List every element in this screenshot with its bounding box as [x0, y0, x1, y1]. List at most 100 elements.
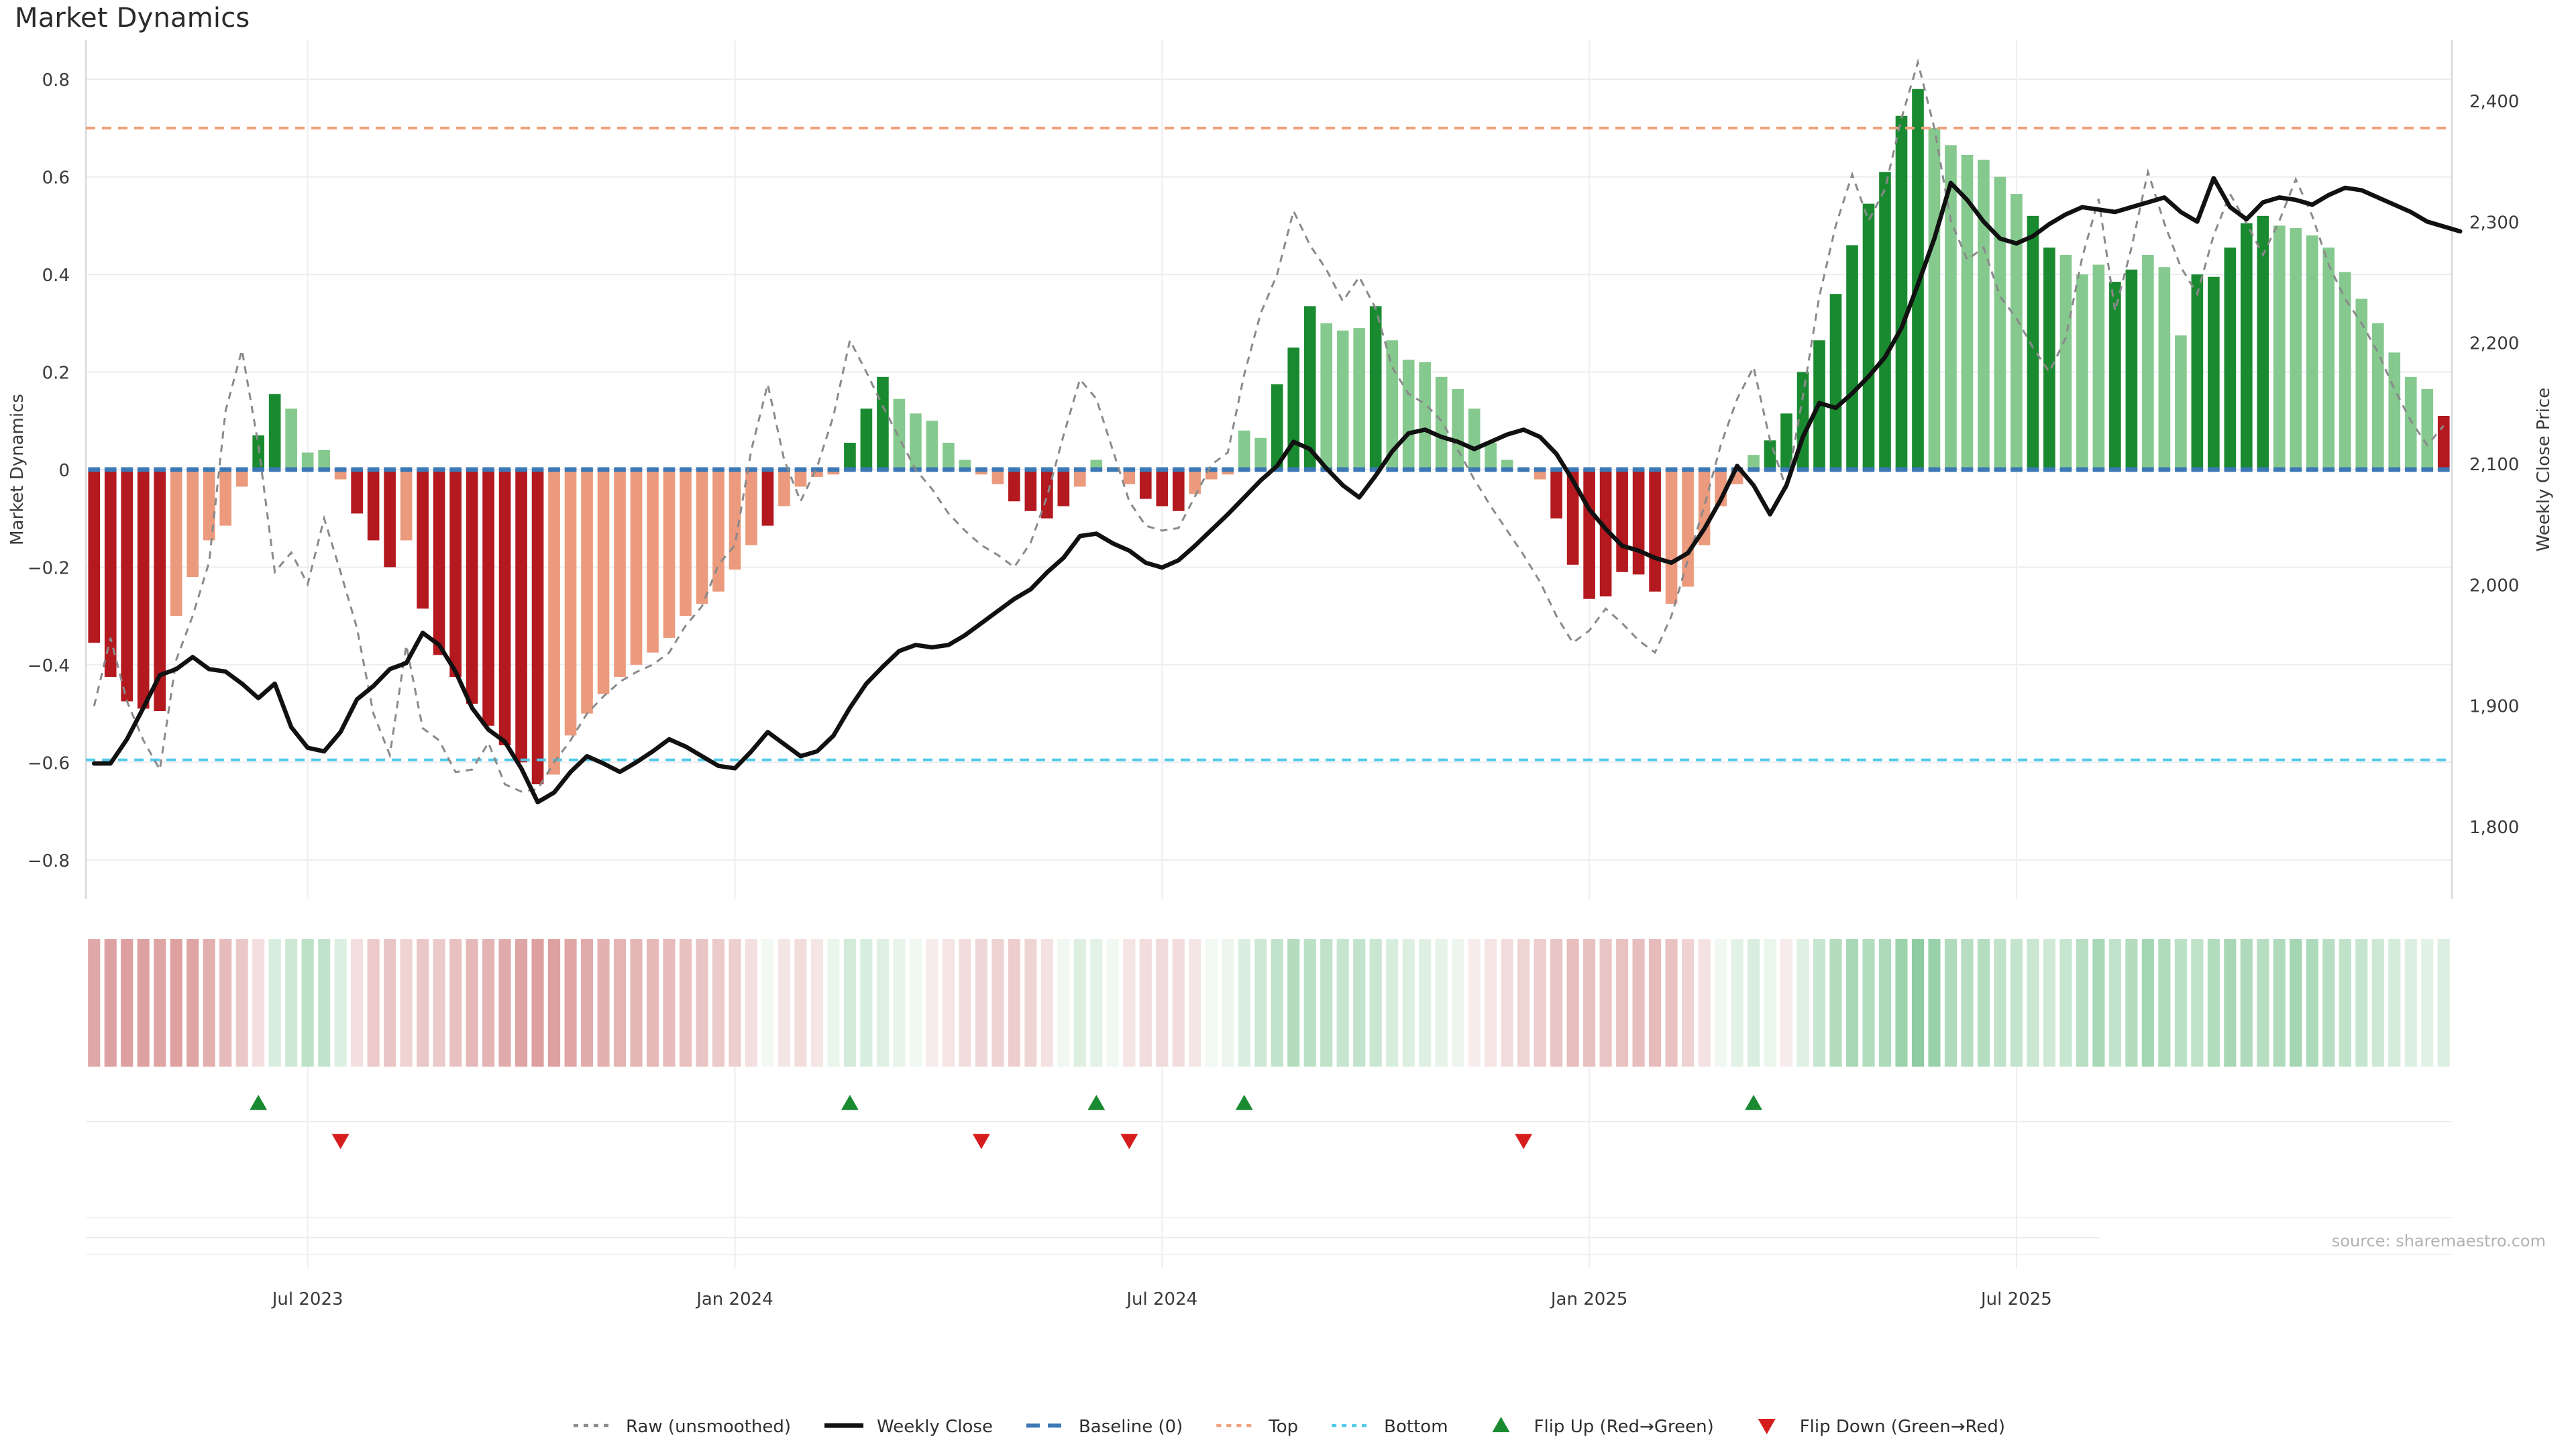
bar [794, 470, 807, 487]
bar [1616, 470, 1628, 572]
legend-item[interactable]: Flip Down (Green→Red) [1758, 1417, 2005, 1437]
heatmap-cell [729, 939, 741, 1067]
heatmap-strip [88, 939, 2450, 1067]
heatmap-cell [466, 939, 478, 1067]
bar [2076, 274, 2088, 470]
bar [1254, 437, 1267, 470]
bar [2208, 276, 2220, 470]
legend-item[interactable]: Baseline (0) [1026, 1417, 1183, 1437]
heatmap-cell [318, 939, 331, 1067]
bar [2437, 416, 2450, 470]
heatmap-cell [2306, 939, 2318, 1067]
bar [1369, 306, 1382, 470]
bar [2158, 267, 2171, 470]
bar [1862, 203, 1875, 470]
x-tick-label: Jul 2025 [1980, 1289, 2052, 1309]
heatmap-cell [1402, 939, 1415, 1067]
heatmap-cell [1435, 939, 1448, 1067]
bar [1189, 470, 1201, 494]
heatmap-cell [1911, 939, 1925, 1067]
flip-down-marker [1515, 1134, 1533, 1149]
bar [663, 470, 676, 638]
heatmap-cell [400, 939, 413, 1067]
bar [991, 470, 1004, 484]
bar [2306, 235, 2318, 470]
bar [2224, 248, 2237, 470]
bar [2273, 225, 2286, 470]
bar [1320, 323, 1333, 470]
legend-label: Weekly Close [877, 1417, 993, 1437]
heatmap-cell [761, 939, 774, 1067]
heatmap-cell [1665, 939, 1678, 1067]
legend-item[interactable]: Raw (unsmoothed) [573, 1417, 791, 1437]
heatmap-cell [1040, 939, 1053, 1067]
heatmap-cell [663, 939, 676, 1067]
bar [1928, 127, 1941, 470]
bar [433, 470, 445, 655]
flip-up-marker [841, 1095, 859, 1110]
bar [729, 470, 741, 570]
heatmap-cell [1682, 939, 1695, 1067]
heatmap-cell [843, 939, 856, 1067]
heatmap-cell [2224, 939, 2237, 1067]
bar [778, 470, 790, 506]
heatmap-cell [1485, 939, 1497, 1067]
bar [1419, 362, 1432, 470]
heatmap-cell [351, 939, 364, 1067]
heatmap-cell [810, 939, 823, 1067]
bar [367, 470, 380, 541]
bar [564, 470, 577, 736]
heatmap-cell [1254, 939, 1267, 1067]
bar [1336, 330, 1349, 470]
heatmap-cell [2388, 939, 2401, 1067]
heatmap-cell [1845, 939, 1859, 1067]
bar [1074, 470, 1086, 487]
y-tick-label-right: 2,200 [2469, 334, 2519, 354]
heatmap-cell [2108, 939, 2121, 1067]
source-note: source: sharemaestro.com [2332, 1232, 2546, 1250]
bar [811, 470, 823, 477]
bar [2043, 248, 2055, 470]
bar [1485, 443, 1497, 470]
y-tick-label-right: 2,100 [2469, 455, 2519, 475]
y-tick-label-left: −0.8 [28, 851, 70, 871]
legend-item[interactable]: Bottom [1332, 1417, 1448, 1437]
heatmap-cell [2191, 939, 2204, 1067]
heatmap-cell [1944, 939, 1957, 1067]
heatmap-cell [1878, 939, 1892, 1067]
bar [2355, 299, 2368, 470]
bar [137, 470, 150, 709]
bar [1945, 145, 1957, 470]
heatmap-cell [2322, 939, 2335, 1067]
bar [844, 443, 856, 470]
bar [1090, 460, 1103, 470]
heatmap-cell [301, 939, 314, 1067]
heatmap-cell [1106, 939, 1119, 1067]
heatmap-cell [1336, 939, 1349, 1067]
legend-triangle-up-icon [1492, 1417, 1510, 1432]
heatmap-cell [2059, 939, 2072, 1067]
bar [482, 470, 494, 726]
bar [2339, 272, 2351, 470]
bar [1961, 154, 1974, 470]
bar [1846, 245, 1858, 470]
bar [1649, 470, 1661, 592]
heatmap-cell [417, 939, 429, 1067]
heatmap-cell [2092, 939, 2105, 1067]
heatmap-cell [1616, 939, 1629, 1067]
legend-label: Flip Up (Red→Green) [1534, 1417, 1714, 1437]
heatmap-cell [580, 939, 594, 1067]
bar [1452, 389, 1464, 470]
legend-item[interactable]: Weekly Close [824, 1417, 993, 1437]
weekly-close-line [92, 176, 2463, 805]
heatmap-cell [1205, 939, 1218, 1067]
legend-label: Flip Down (Green→Red) [1800, 1417, 2005, 1437]
heatmap-cell [285, 939, 298, 1067]
legend-item[interactable]: Top [1216, 1417, 1298, 1437]
raw-series-line [93, 58, 2445, 793]
legend-item[interactable]: Flip Up (Red→Green) [1492, 1417, 1714, 1437]
bar [2109, 282, 2121, 470]
bar [2010, 194, 2023, 470]
bar [1139, 470, 1152, 499]
